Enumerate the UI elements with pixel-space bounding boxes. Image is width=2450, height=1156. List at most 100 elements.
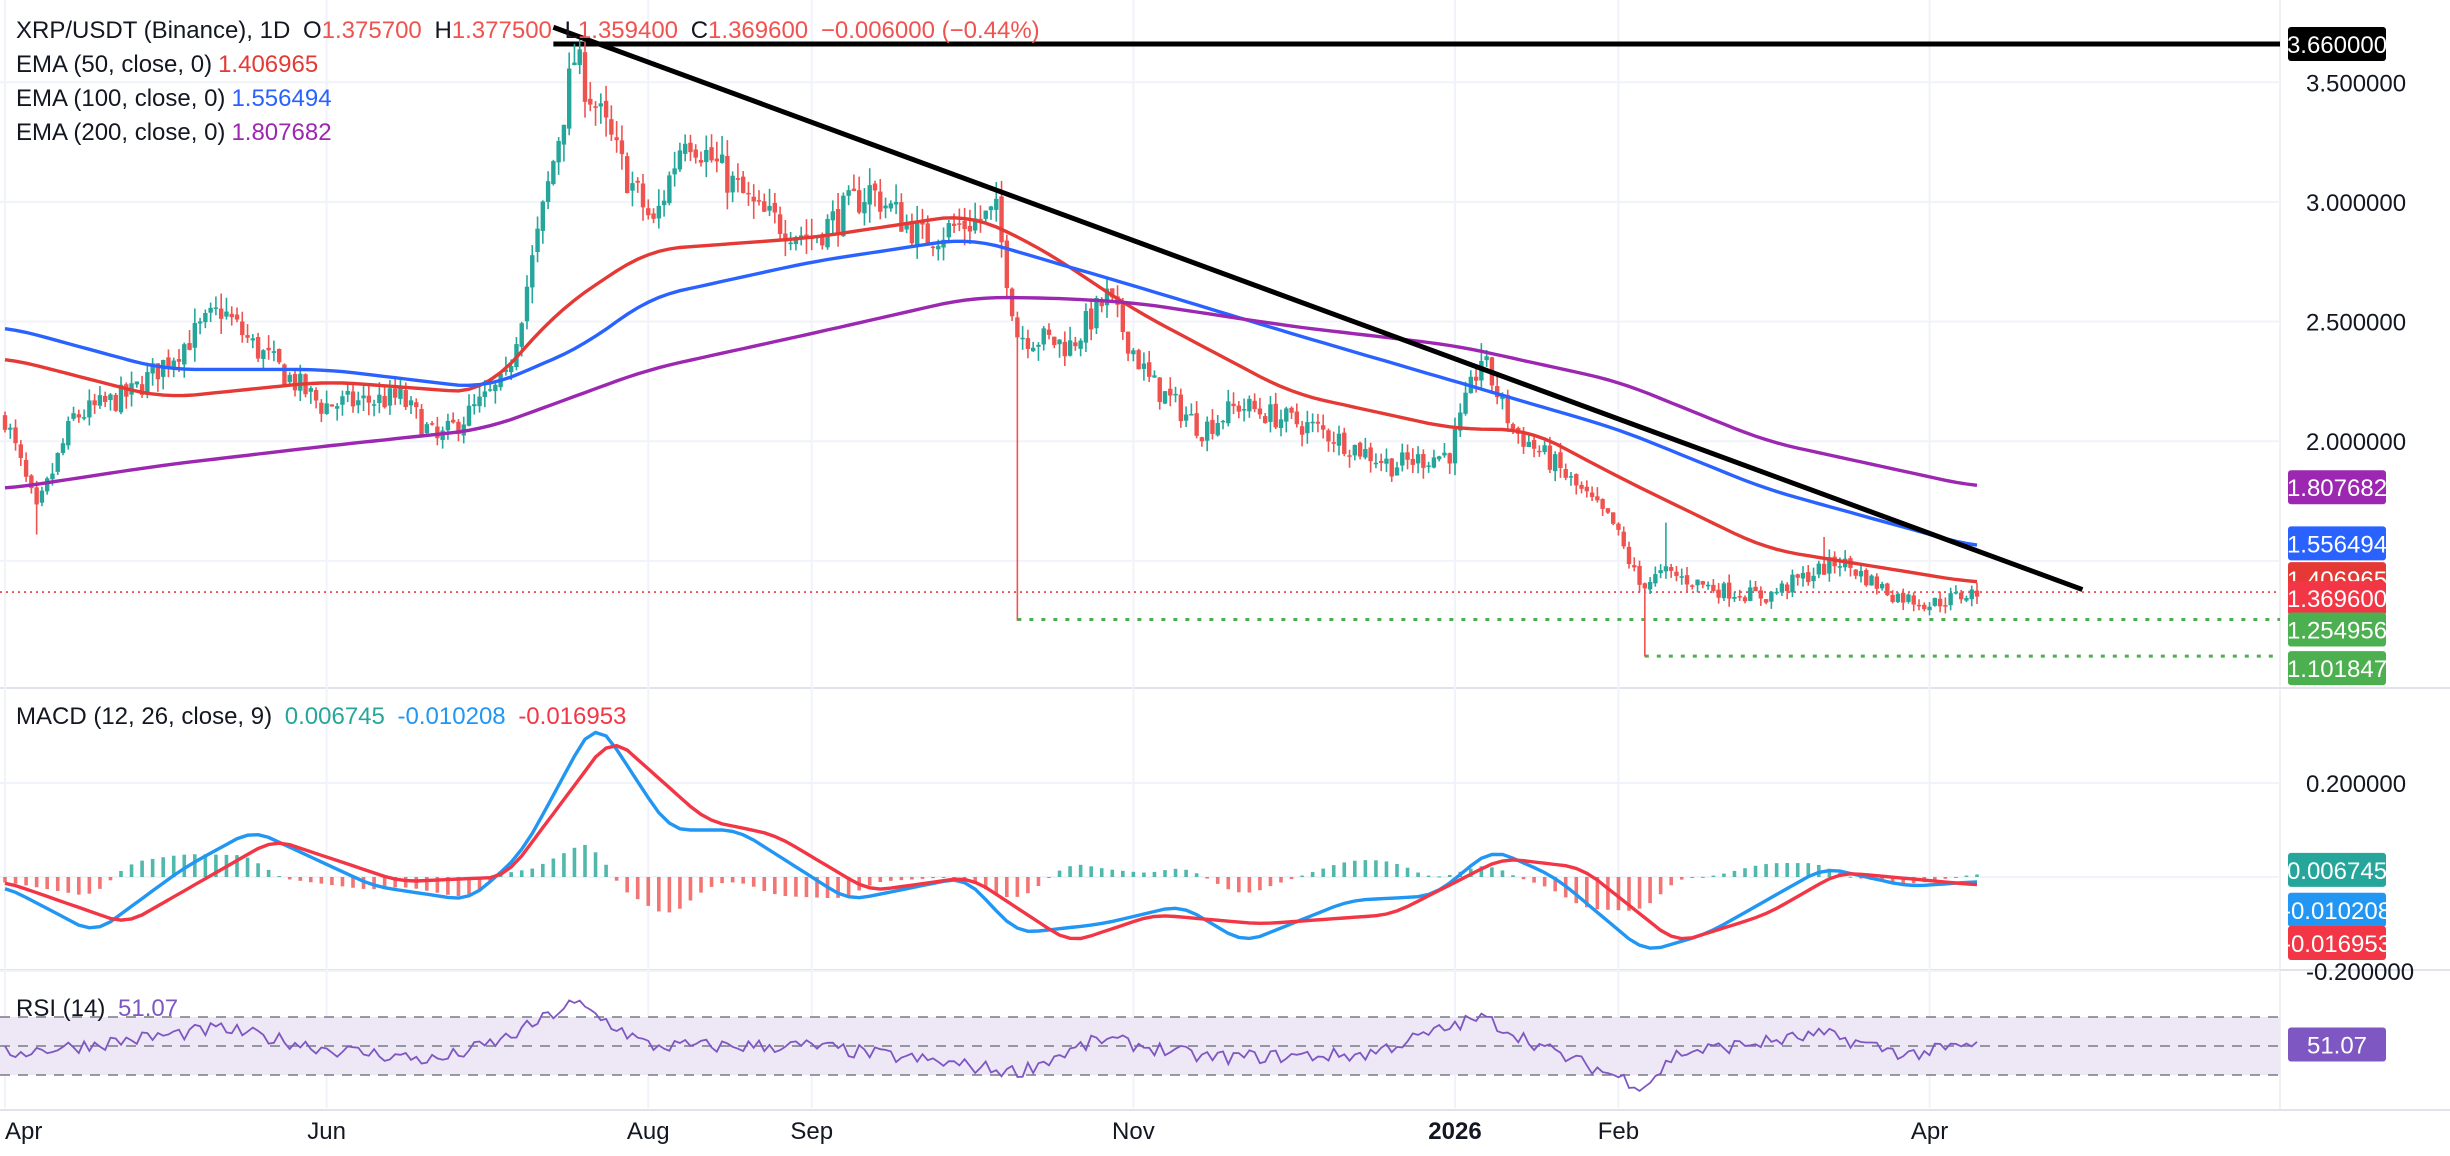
candle-body [414,402,419,408]
candle-body [1700,581,1706,585]
candle-body [1199,437,1205,442]
candle-body [482,391,488,397]
macd-histogram-bar [1658,877,1663,895]
candle-body [1885,583,1890,596]
macd-histogram-bar [783,877,788,896]
macd-histogram-bar [1057,870,1062,877]
symbol-title[interactable]: XRP/USDT (Binance), 1D [16,17,291,44]
support-tag-text: 1.254956 [2287,618,2387,645]
macd-histogram-bar [372,877,376,890]
candle-body [1120,303,1126,332]
candle-body [319,402,324,414]
ema50-legend[interactable]: EMA (50, close, 0) 1.406965 [16,48,1046,82]
macd-histogram-bar [161,857,165,877]
ema100-legend[interactable]: EMA (100, close, 0) 1.556494 [16,82,1046,116]
macd-histogram-bar [931,877,935,879]
macd-histogram-bar [867,877,872,886]
candle-body [1568,476,1574,478]
candle-body [1821,563,1827,575]
macd-histogram-bar [77,877,81,895]
candle-body [271,351,277,353]
candle-body [508,365,514,373]
macd-histogram-bar [572,847,577,877]
macd-histogram-bar [245,857,250,877]
macd-histogram-bar [340,877,345,887]
macd-histogram-bar [541,863,545,877]
macd-histogram-bar [140,860,144,877]
candle-body [298,373,303,391]
candle-body [1352,444,1358,456]
candle-body [693,149,698,158]
candle-body [1726,582,1732,599]
candle-body [229,313,234,318]
candle-body [1874,576,1880,589]
candle-body [1637,565,1642,585]
rsi-legend[interactable]: RSI (14) 51.07 [16,992,184,1026]
candle-body [1125,331,1131,354]
macd-legend[interactable]: MACD (12, 26, close, 9) 0.006745 -0.0102… [16,700,632,734]
candle-body [1073,342,1078,347]
candle-body [888,203,894,209]
candle-body [1943,605,1948,607]
candle-body [39,490,45,503]
candle-body [1632,565,1637,568]
signal-line [4,743,1978,941]
candle-body [345,390,350,395]
candle-body [1183,414,1189,421]
candle-body [287,374,292,383]
macd-histogram-bar [129,864,134,877]
candle-body [746,192,751,195]
time-tick-label: Aug [627,1118,670,1145]
macd-histogram-bar [1859,877,1863,879]
candle-body [572,62,577,66]
candle-body [1552,454,1558,472]
macd-histogram-bar [108,877,113,881]
ema200-legend[interactable]: EMA (200, close, 0) 1.807682 [16,116,1046,150]
candle-body [1389,458,1394,477]
macd-histogram-bar [393,877,397,888]
macd-histogram-bar [625,877,629,893]
candle-body [1816,563,1822,575]
macd-histogram-bar [604,864,608,877]
candle-body [150,363,155,374]
macd-histogram-bar [1627,877,1631,911]
macd-histogram-bar [467,877,471,895]
macd-histogram-bar [1237,877,1241,893]
candle-body [1463,392,1468,414]
candle-body [1679,576,1684,578]
macd-hist-tag: 0.006745 [2287,852,2387,887]
candle-body [1621,531,1626,547]
macd-histogram-bar [1637,877,1642,909]
candle-body [1336,433,1342,446]
candle-body [1595,496,1600,501]
candle-body [598,103,604,107]
macd-histogram-bar [1194,873,1199,877]
candle-body [667,175,672,204]
candle-body [1974,590,1980,597]
candle-body [1210,419,1215,434]
candle-body [561,124,567,145]
candle-body [762,201,767,212]
candle-body [445,420,451,431]
rsi-line [4,999,1978,1093]
macd-histogram-bar [1268,877,1273,887]
macd-histogram-bar [171,855,176,877]
macd-histogram-bar [1142,872,1146,877]
candle-body [208,307,213,313]
candle-body [551,161,556,185]
candle-body [1922,604,1927,610]
rsi-tag: 51.07 [2288,1027,2386,1062]
candle-body [1373,462,1379,465]
macd-histogram-bar [1743,868,1747,877]
candle-body [1168,388,1173,396]
candle-body [909,221,915,244]
candle-body [187,343,192,350]
macd-histogram-bar [1669,877,1673,886]
macd-histogram-bar [1078,864,1083,877]
candle-body [835,209,841,234]
macd-histogram-bar [635,877,640,900]
candle-body [651,213,656,219]
ema200-label: EMA (200, close, 0) [16,119,226,146]
macd-tick-label: 0.200000 [2306,771,2406,798]
